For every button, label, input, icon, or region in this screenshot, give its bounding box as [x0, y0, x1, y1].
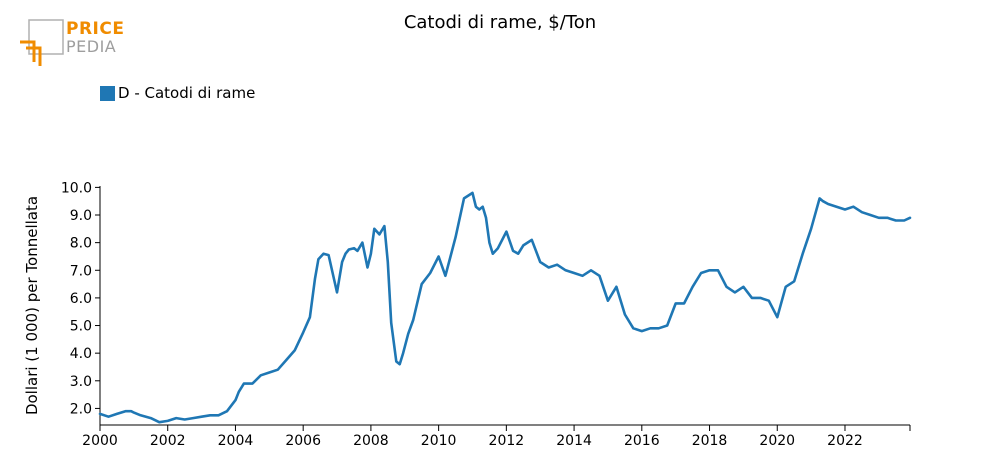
y-tick-label: 10.0 — [61, 180, 92, 196]
legend-label: D - Catodi di rame — [118, 84, 256, 102]
x-tick-label: 2022 — [827, 433, 863, 449]
chart-legend: D - Catodi di rame — [100, 84, 255, 102]
x-tick-label: 2004 — [218, 433, 254, 449]
y-tick-label: 3.0 — [70, 374, 92, 390]
x-tick-label: 2016 — [624, 433, 660, 449]
logo-text-pedia: PEDIA — [66, 37, 117, 56]
y-tick-label: 6.0 — [70, 291, 92, 307]
x-tick-label: 2010 — [421, 433, 457, 449]
chart-title: Catodi di rame, $/Ton — [403, 12, 597, 33]
logo-text-price: PRICE — [66, 19, 125, 39]
logo-mark-icon — [20, 19, 64, 66]
x-tick-label: 2012 — [489, 433, 525, 449]
legend-swatch — [100, 85, 115, 101]
y-tick-label: 8.0 — [70, 236, 92, 252]
pricepedia-logo: PRICE PEDIA — [18, 18, 128, 70]
x-tick-label: 2006 — [285, 433, 321, 449]
x-tick-label: 2002 — [150, 433, 186, 449]
y-tick-label: 7.0 — [70, 263, 92, 279]
y-tick-label: 2.0 — [70, 401, 92, 417]
x-tick-label: 2020 — [759, 433, 795, 449]
y-tick-label: 5.0 — [70, 319, 92, 335]
x-tick-label: 2014 — [556, 433, 592, 449]
x-tick-label: 2000 — [82, 433, 118, 449]
x-tick-label: 2018 — [692, 433, 728, 449]
x-tick-label: 2008 — [353, 433, 389, 449]
y-axis-label: Dollari (1 000) per Tonnellata — [23, 196, 41, 415]
y-tick-label: 4.0 — [70, 346, 92, 362]
series-line-catodi-di-rame — [98, 191, 912, 424]
y-tick-label: 9.0 — [70, 208, 92, 224]
